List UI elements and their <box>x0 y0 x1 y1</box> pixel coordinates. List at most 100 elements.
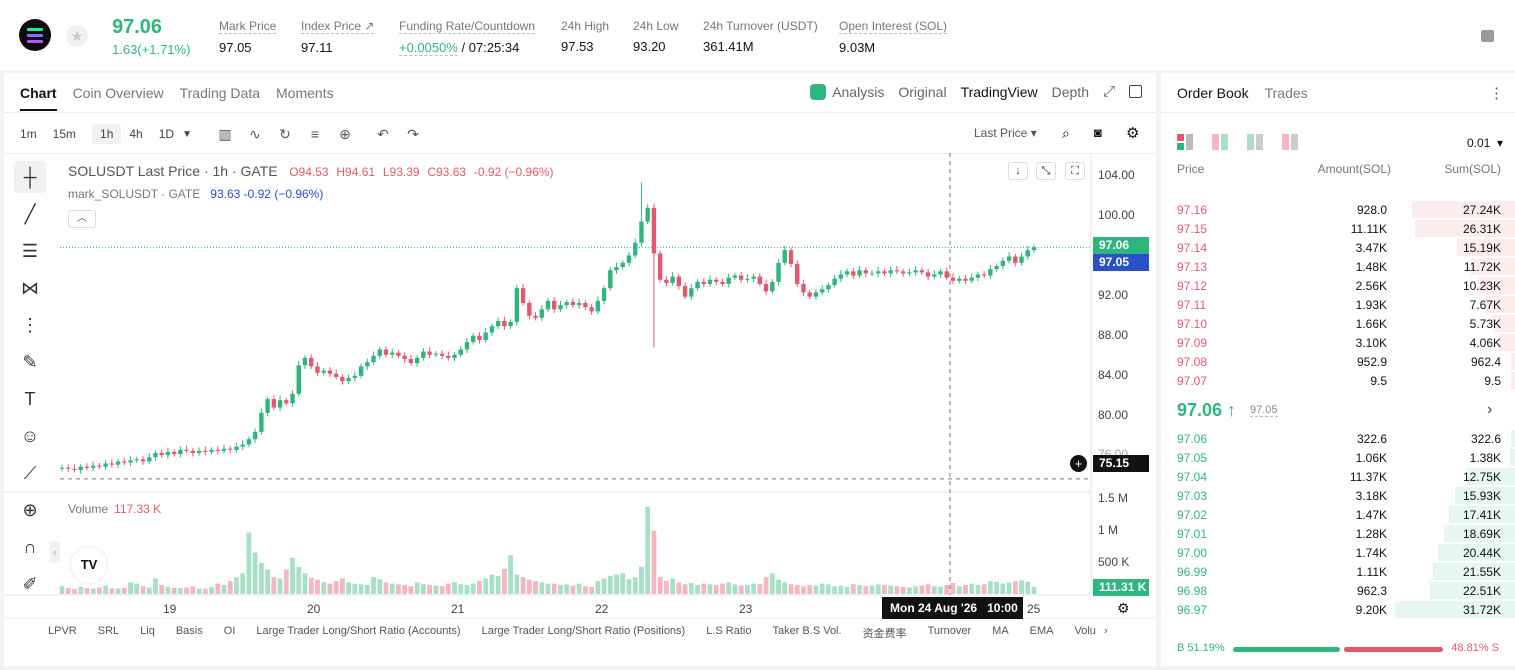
candlestick-chart[interactable] <box>4 73 1156 666</box>
indicator-item[interactable]: 资金费率 <box>862 628 907 640</box>
legend-collapse-button[interactable]: ︿ <box>68 210 96 228</box>
tab-coin-overview[interactable]: Coin Overview <box>72 85 164 101</box>
interval-1m[interactable]: 1m <box>20 127 37 141</box>
collapse-pane-button[interactable]: ⤡ <box>1036 162 1056 180</box>
brush-icon[interactable]: ✎ <box>22 352 38 372</box>
orderbook-row[interactable]: 97.07 9.5 9.5 <box>1161 371 1515 390</box>
indicator-item[interactable]: LPVR <box>48 625 77 637</box>
orderbook-row[interactable]: 97.00 1.74K 20.44K <box>1161 543 1515 562</box>
sidebar-collapse-icon[interactable]: ‹ <box>50 541 60 563</box>
tab-chart[interactable]: Chart <box>20 85 57 111</box>
zoom-in-icon[interactable]: ⊕ <box>22 500 38 520</box>
interval-1d[interactable]: 1D <box>158 127 175 141</box>
lock-drawing-icon[interactable]: ✐ <box>22 574 38 594</box>
orderbook-row[interactable]: 96.97 9.20K 31.72K <box>1161 600 1515 619</box>
book-icon[interactable] <box>1481 30 1494 42</box>
orderbook-row[interactable]: 97.03 3.18K 15.93K <box>1161 486 1515 505</box>
orderbook-row[interactable]: 97.13 1.48K 11.72K <box>1161 257 1515 276</box>
indicator-item[interactable]: L.S Ratio <box>706 625 752 637</box>
window-icon[interactable] <box>1129 85 1142 98</box>
orderbook-row[interactable]: 97.12 2.56K 10.23K <box>1161 276 1515 295</box>
indicator-item[interactable]: EMA <box>1029 625 1054 637</box>
magnet-icon[interactable]: ∩ <box>23 537 37 557</box>
tab-original[interactable]: Original <box>898 83 947 100</box>
orderbook-row[interactable]: 97.04 11.37K 12.75K <box>1161 467 1515 486</box>
indicator-item[interactable]: Basis <box>175 625 203 637</box>
volume-bar <box>838 585 844 594</box>
view-bids-icon[interactable] <box>1247 134 1265 150</box>
candle-body <box>558 305 563 310</box>
view-both-icon[interactable] <box>1177 134 1195 150</box>
orderbook-row[interactable]: 97.06 322.6 322.6 <box>1161 429 1515 448</box>
price-source-select[interactable]: Last Price ▾ <box>974 126 1037 140</box>
indicator-item[interactable]: Taker B.S Vol. <box>772 625 842 637</box>
crosshair-icon[interactable]: ┼ <box>14 161 46 193</box>
redo-icon[interactable]: ↷ <box>407 126 419 142</box>
tab-analysis[interactable]: Analysis <box>810 83 884 100</box>
orderbook-row[interactable]: 97.11 1.93K 7.67K <box>1161 295 1515 314</box>
tab-depth[interactable]: Depth <box>1051 83 1089 100</box>
indicators-icon[interactable]: ∿ <box>249 126 261 142</box>
tradingview-logo-icon[interactable]: TV <box>71 547 107 583</box>
add-icon[interactable]: ⊕ <box>339 126 351 142</box>
candle-type-icon[interactable]: ▥ <box>218 126 232 142</box>
projection-icon[interactable]: ⋮ <box>21 315 39 335</box>
orderbook-row[interactable]: 97.02 1.47K 17.41K <box>1161 505 1515 524</box>
tab-moments[interactable]: Moments <box>276 85 334 101</box>
orderbook-row[interactable]: 97.01 1.28K 18.69K <box>1161 524 1515 543</box>
interval-1h[interactable]: 1h <box>92 124 122 144</box>
add-alert-icon[interactable]: + <box>1070 455 1087 472</box>
interval-4h[interactable]: 4h <box>129 127 143 141</box>
search-icon[interactable]: ⌕ <box>1062 125 1070 141</box>
fib-icon[interactable]: ☰ <box>21 241 39 261</box>
chevron-right-icon[interactable]: › <box>1487 401 1493 418</box>
pattern-icon[interactable]: ⋈ <box>21 278 39 298</box>
orderbook-row[interactable]: 97.09 3.10K 4.06K <box>1161 333 1515 352</box>
orderbook-row[interactable]: 97.14 3.47K 15.19K <box>1161 238 1515 257</box>
orderbook-row[interactable]: 97.15 11.11K 26.31K <box>1161 219 1515 238</box>
orderbook-row[interactable]: 97.16 928.0 27.24K <box>1161 200 1515 219</box>
indicator-item[interactable]: Turnover <box>927 625 972 637</box>
orderbook-row[interactable]: 97.05 1.06K 1.38K <box>1161 448 1515 467</box>
text-icon[interactable]: T <box>24 389 36 409</box>
scroll-down-button[interactable]: ↓ <box>1008 162 1028 180</box>
indicator-item[interactable]: Large Trader Long/Short Ratio (Positions… <box>481 625 686 637</box>
indicator-item[interactable]: Liq <box>140 625 155 637</box>
indicator-item[interactable]: SRL <box>97 625 120 637</box>
view-asks-icon[interactable] <box>1282 134 1300 150</box>
view-split-icon[interactable] <box>1212 134 1230 150</box>
expand-icon[interactable]: ⤢ <box>1102 83 1115 100</box>
indicator-item[interactable]: MA <box>992 625 1009 637</box>
tab-trading-data[interactable]: Trading Data <box>179 85 261 101</box>
ruler-icon[interactable]: ⟋ <box>23 463 37 483</box>
settings-gear-icon[interactable]: ⚙ <box>1126 125 1140 142</box>
camera-icon[interactable]: ◙ <box>1094 125 1102 140</box>
axis-settings-icon[interactable]: ⚙ <box>1117 600 1130 616</box>
tab-order-book[interactable]: Order Book <box>1177 85 1249 101</box>
undo-icon[interactable]: ↶ <box>377 126 389 142</box>
chevron-right-icon[interactable]: › <box>1103 625 1108 637</box>
trendline-icon[interactable]: ╱ <box>24 204 36 224</box>
indicator-item[interactable]: Volu <box>1074 625 1096 637</box>
indicator-item[interactable]: OI <box>223 625 236 637</box>
orderbook-row[interactable]: 96.98 962.3 22.51K <box>1161 581 1515 600</box>
emoji-icon[interactable]: ☺ <box>20 426 40 446</box>
interval-dropdown-icon[interactable]: ▼ <box>182 128 192 140</box>
orderbook-row[interactable]: 97.10 1.66K 5.73K <box>1161 314 1515 333</box>
stat-index-price[interactable]: Index Price ↗ 97.11 <box>301 19 375 55</box>
favorite-star-icon[interactable]: ★ <box>66 25 88 47</box>
refresh-icon[interactable]: ↻ <box>279 126 291 142</box>
orderbook-row[interactable]: 96.99 1.11K 21.55K <box>1161 562 1515 581</box>
indicator-item[interactable]: Large Trader Long/Short Ratio (Accounts) <box>256 625 461 637</box>
candle-body <box>957 278 962 281</box>
precision-select[interactable]: 0.01 ▾ <box>1466 136 1503 150</box>
templates-icon[interactable]: ≡ <box>310 126 320 142</box>
volume-bar <box>371 577 376 594</box>
orderbook-row[interactable]: 97.08 952.9 962.4 <box>1161 352 1515 371</box>
tab-trades[interactable]: Trades <box>1264 85 1308 101</box>
maximize-pane-button[interactable]: ⛶ <box>1065 162 1085 180</box>
volume-bar <box>121 587 127 594</box>
more-options-icon[interactable]: ⋮ <box>1489 85 1504 102</box>
tab-tradingview[interactable]: TradingView <box>960 83 1038 100</box>
interval-15m[interactable]: 15m <box>52 127 77 141</box>
